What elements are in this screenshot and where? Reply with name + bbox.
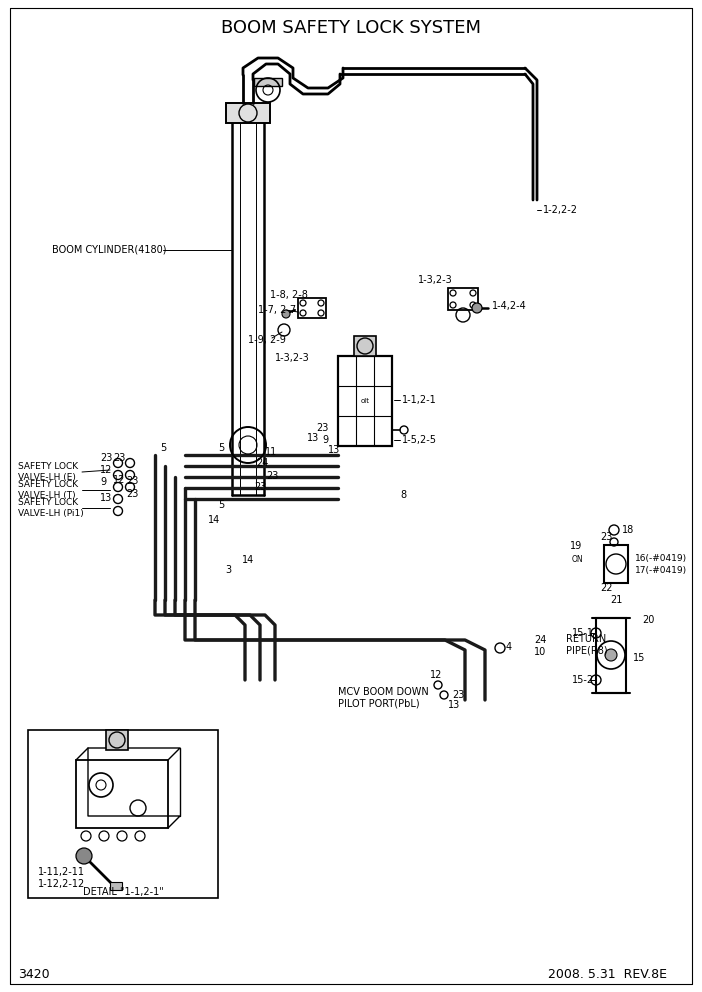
Text: 1-12,2-12: 1-12,2-12 xyxy=(38,879,85,889)
Text: 1-11,2-11: 1-11,2-11 xyxy=(38,867,85,877)
Text: 1-4,2-4: 1-4,2-4 xyxy=(492,301,526,311)
Text: 23: 23 xyxy=(126,489,138,499)
Text: SAFETY LOCK
VALVE-LH (T): SAFETY LOCK VALVE-LH (T) xyxy=(18,480,78,500)
Text: 13: 13 xyxy=(307,433,319,443)
Text: 1-7, 2-7: 1-7, 2-7 xyxy=(258,305,296,315)
Text: BOOM CYLINDER(4180): BOOM CYLINDER(4180) xyxy=(52,245,166,255)
Text: 23: 23 xyxy=(266,471,279,481)
Text: 9: 9 xyxy=(100,477,106,487)
Bar xyxy=(448,288,478,310)
Bar xyxy=(338,356,392,446)
Text: 23: 23 xyxy=(316,423,329,433)
Text: 13: 13 xyxy=(448,700,461,710)
Text: 17(-#0419): 17(-#0419) xyxy=(635,565,687,574)
Text: 1-5,2-5: 1-5,2-5 xyxy=(402,435,437,445)
Text: 2008. 5.31  REV.8E: 2008. 5.31 REV.8E xyxy=(548,967,667,980)
Circle shape xyxy=(76,848,92,864)
Text: 1-2,2-2: 1-2,2-2 xyxy=(543,205,578,215)
Bar xyxy=(298,298,326,318)
Text: 5: 5 xyxy=(218,500,224,510)
Text: 23: 23 xyxy=(113,453,126,463)
Text: 3: 3 xyxy=(225,565,231,575)
Bar xyxy=(76,760,168,828)
Text: 14: 14 xyxy=(242,555,254,565)
Text: 1-9, 2-9: 1-9, 2-9 xyxy=(248,335,286,345)
Text: 22: 22 xyxy=(600,583,613,593)
Text: 10: 10 xyxy=(534,647,546,657)
Text: 1-1,2-1: 1-1,2-1 xyxy=(402,395,437,405)
Bar xyxy=(226,103,270,123)
Text: 18: 18 xyxy=(622,525,634,535)
Text: 4: 4 xyxy=(506,642,512,652)
Bar xyxy=(254,78,282,86)
Text: 12: 12 xyxy=(430,670,442,680)
Text: 15-2: 15-2 xyxy=(572,675,594,685)
Text: 14: 14 xyxy=(208,515,220,525)
Text: MCV BOOM DOWN
PILOT PORT(PbL): MCV BOOM DOWN PILOT PORT(PbL) xyxy=(338,687,429,709)
Text: 9: 9 xyxy=(322,435,328,445)
Text: 24: 24 xyxy=(256,458,268,468)
Text: 20: 20 xyxy=(642,615,654,625)
Text: 11: 11 xyxy=(265,447,277,457)
Text: 1-3,2-3: 1-3,2-3 xyxy=(275,353,310,363)
Circle shape xyxy=(282,310,290,318)
Bar xyxy=(106,730,128,750)
Text: BOOM SAFETY LOCK SYSTEM: BOOM SAFETY LOCK SYSTEM xyxy=(221,19,481,37)
Text: 15-1: 15-1 xyxy=(572,628,594,638)
Circle shape xyxy=(472,303,482,313)
Bar xyxy=(596,618,626,693)
Text: SAFETY LOCK
VALVE-LH (Pi1): SAFETY LOCK VALVE-LH (Pi1) xyxy=(18,498,84,518)
Text: 23: 23 xyxy=(126,476,138,486)
Text: ON: ON xyxy=(572,556,583,564)
Circle shape xyxy=(605,649,617,661)
Text: 15: 15 xyxy=(633,653,645,663)
Text: 8: 8 xyxy=(400,490,406,500)
Text: 12: 12 xyxy=(113,475,126,485)
Text: 21: 21 xyxy=(610,595,623,605)
Text: 23: 23 xyxy=(100,453,112,463)
Bar xyxy=(110,882,122,890)
Text: DETAIL "1-1,2-1": DETAIL "1-1,2-1" xyxy=(83,887,164,897)
Text: SAFETY LOCK
VALVE-LH (E): SAFETY LOCK VALVE-LH (E) xyxy=(18,462,78,482)
Text: olt: olt xyxy=(361,398,369,404)
Bar xyxy=(28,730,218,898)
Bar xyxy=(354,336,376,356)
Text: 16(-#0419): 16(-#0419) xyxy=(635,554,687,562)
Text: 1-8, 2-8: 1-8, 2-8 xyxy=(270,290,308,300)
Text: 1-3,2-3: 1-3,2-3 xyxy=(418,275,453,285)
Text: 19: 19 xyxy=(570,541,582,551)
Text: 23: 23 xyxy=(452,690,465,700)
Text: 5: 5 xyxy=(218,443,224,453)
Bar xyxy=(604,545,628,583)
Text: 23: 23 xyxy=(600,532,612,542)
Text: 24: 24 xyxy=(534,635,546,645)
Text: 12: 12 xyxy=(100,465,112,475)
Text: RETURN
PIPE(R8): RETURN PIPE(R8) xyxy=(566,634,608,656)
Text: 3420: 3420 xyxy=(18,967,50,980)
Text: 23: 23 xyxy=(254,482,266,492)
Text: 13: 13 xyxy=(328,445,340,455)
Text: 5: 5 xyxy=(160,443,166,453)
Text: 13: 13 xyxy=(100,493,112,503)
